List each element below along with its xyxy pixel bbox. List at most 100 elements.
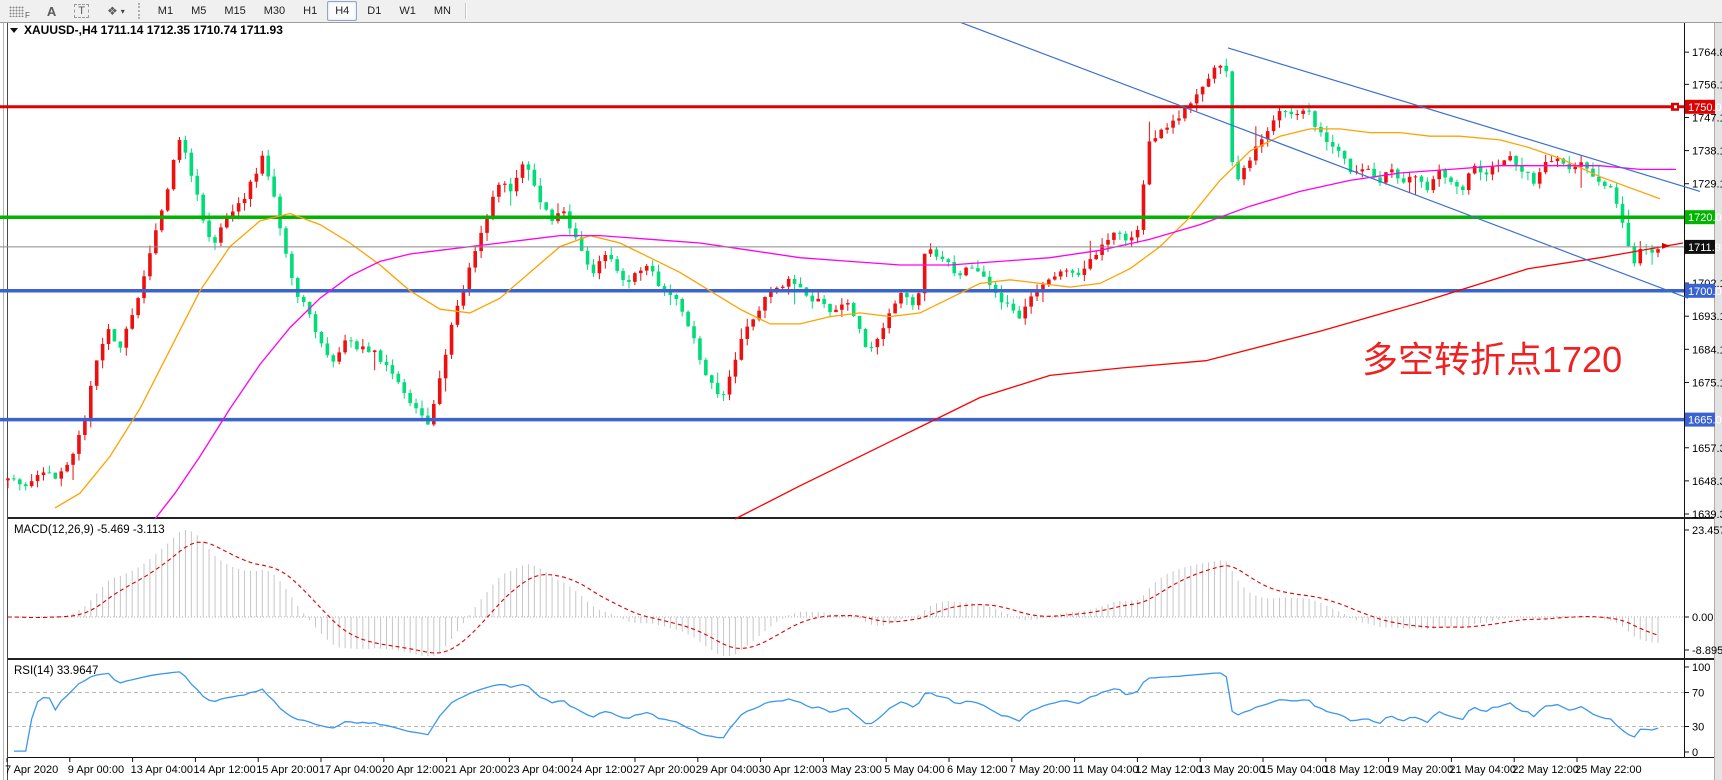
time-tick-label: 7 Apr 2020: [5, 764, 58, 776]
time-tick-label: 15 Apr 20:00: [256, 764, 318, 776]
price-tick-label: 1693.10: [1692, 311, 1722, 323]
price-badge-1720.00: [1685, 210, 1715, 225]
time-tick-label: 25 May 22:00: [1575, 764, 1642, 776]
time-tick-label: 13 May 20:00: [1198, 764, 1265, 776]
time-tick-label: 13 Apr 04:00: [131, 764, 193, 776]
grid-icon: [9, 5, 24, 17]
timeframe-button-w1[interactable]: W1: [399, 5, 416, 17]
toolbar: F A T ❖ ▾ M1 M5 M15 M30 H1 H4 D1 W1 MN: [0, 0, 1722, 23]
time-tick-label: 24 Apr 12:00: [570, 764, 632, 776]
svg-text:1711.93: 1711.93: [1688, 242, 1722, 254]
rsi-axis-label: 100: [1692, 662, 1710, 674]
time-tick-label: 11 May 04:00: [1073, 764, 1139, 776]
price-tick-label: 1648.35: [1692, 476, 1722, 488]
timeframe-button-d1[interactable]: D1: [367, 5, 382, 17]
price-tick-label: 1657.35: [1692, 443, 1722, 455]
symbol-dropdown-icon[interactable]: [10, 28, 18, 33]
grid-icon-f-label: F: [25, 10, 30, 20]
text-tool-button[interactable]: T: [66, 1, 97, 21]
trendline-1[interactable]: [959, 21, 1689, 299]
svg-text:1665.00: 1665.00: [1688, 415, 1722, 427]
time-tick-label: 9 Apr 00:00: [68, 764, 124, 776]
rsi-axis-label: 30: [1692, 722, 1704, 734]
macd-signal-line: [8, 541, 1659, 654]
macd-histogram: [13, 529, 1659, 656]
trendline-2[interactable]: [1227, 47, 1701, 193]
time-tick-label: 21 May 04:00: [1449, 764, 1516, 776]
toolbar-separator: [464, 3, 467, 19]
price-tick-label: 1747.10: [1692, 112, 1722, 124]
rsi-axis-label: 0: [1692, 747, 1698, 759]
macd-axis-label: 23.457: [1692, 525, 1722, 537]
time-tick-label: 22 May 12:00: [1512, 764, 1579, 776]
chart-frame: [0, 22, 1722, 780]
macd-axis-label: -8.895: [1692, 645, 1722, 657]
time-tick-label: 21 Apr 20:00: [445, 764, 507, 776]
macd-pane: [8, 529, 1684, 656]
svg-text:1720.00: 1720.00: [1688, 212, 1722, 224]
indicator-grid-icon[interactable]: F: [1, 1, 37, 21]
ma-slow-red: [734, 242, 1684, 520]
time-tick-label: 29 Apr 04:00: [696, 764, 758, 776]
time-tick-label: 30 Apr 12:00: [759, 764, 821, 776]
price-tick-label: 1756.10: [1692, 79, 1722, 91]
price-tick-label: 1738.10: [1692, 146, 1722, 158]
svg-text:1750.00: 1750.00: [1688, 102, 1722, 114]
text-box-icon: T: [74, 4, 90, 18]
price-badge-1700.00: [1685, 283, 1715, 298]
price-tick-label: 1764.85: [1692, 47, 1722, 59]
time-tick-label: 5 May 04:00: [884, 764, 945, 776]
timeframe-button-h4[interactable]: H4: [327, 1, 358, 21]
timeframe-button-m30[interactable]: M30: [263, 5, 286, 17]
rsi-pane: [8, 671, 1684, 752]
time-tick-label: 3 May 23:00: [821, 764, 882, 776]
time-tick-label: 23 Apr 04:00: [507, 764, 569, 776]
last-price-arrow: [1662, 242, 1671, 249]
macd-label: MACD(12,26,9) -5.469 -3.113: [14, 524, 165, 536]
time-tick-label: 17 Apr 04:00: [319, 764, 381, 776]
chart-title-ohlc: XAUUSD-,H4 1711.14 1712.35 1710.74 1711.…: [24, 23, 283, 37]
ma-fast-orange: [54, 128, 1661, 509]
timeframe-button-h1[interactable]: H1: [303, 5, 318, 17]
time-tick-label: 19 May 20:00: [1387, 764, 1454, 776]
ma-mid-magenta: [154, 165, 1676, 520]
price-tick-label: 1684.10: [1692, 344, 1722, 356]
price-tick-label: 1729.10: [1692, 179, 1722, 191]
price-badge-1711.93: [1685, 239, 1715, 254]
font-tool-button[interactable]: A: [39, 1, 64, 21]
timeframe-button-m1[interactable]: M1: [157, 5, 174, 17]
main-price-pane: [0, 21, 1701, 520]
timeframe-button-group: M1 M5 M15 M30 H1 H4 D1 W1 MN: [149, 1, 460, 21]
rsi-label: RSI(14) 33.9647: [14, 665, 98, 677]
price-badge-1750.00: [1685, 99, 1715, 114]
timeframe-button-m15[interactable]: M15: [224, 5, 246, 17]
svg-text:1700.00: 1700.00: [1688, 286, 1722, 298]
timeframe-button-m5[interactable]: M5: [191, 5, 207, 17]
time-tick-label: 12 May 12:00: [1135, 764, 1202, 776]
candles: [6, 58, 1660, 491]
time-tick-label: 6 May 12:00: [947, 764, 1008, 776]
time-tick-label: 7 May 20:00: [1010, 764, 1071, 776]
price-badge-1665.00: [1685, 412, 1715, 427]
price-tick-label: 1675.10: [1692, 377, 1722, 389]
letter-a-icon: A: [46, 3, 57, 19]
macd-axis-label: 0.00: [1692, 612, 1713, 624]
price-axis: 1764.851756.101747.101738.101729.101702.…: [1684, 47, 1722, 759]
rsi-line: [13, 671, 1659, 752]
time-axis: 7 Apr 2020 9 Apr 00:00 13 Apr 04:00 14 Apr …: [5, 758, 1642, 776]
toolbar-grip[interactable]: [137, 3, 145, 19]
annotation-text[interactable]: 多空转折点1720: [1362, 339, 1622, 380]
rsi-axis-label: 70: [1692, 688, 1704, 700]
time-tick-label: 14 Apr 12:00: [193, 764, 255, 776]
time-tick-label: 18 May 12:00: [1324, 764, 1391, 776]
chevron-down-icon: ▾: [120, 6, 125, 16]
time-tick-label: 20 Apr 12:00: [382, 764, 444, 776]
timeframe-button-mn[interactable]: MN: [433, 5, 451, 17]
objects-tool-button[interactable]: ❖ ▾: [99, 1, 133, 21]
time-tick-label: 27 Apr 20:00: [633, 764, 695, 776]
time-tick-label: 15 May 04:00: [1261, 764, 1328, 776]
shapes-icon: ❖: [107, 4, 119, 18]
price-tick-label: 1639.35: [1692, 509, 1722, 521]
